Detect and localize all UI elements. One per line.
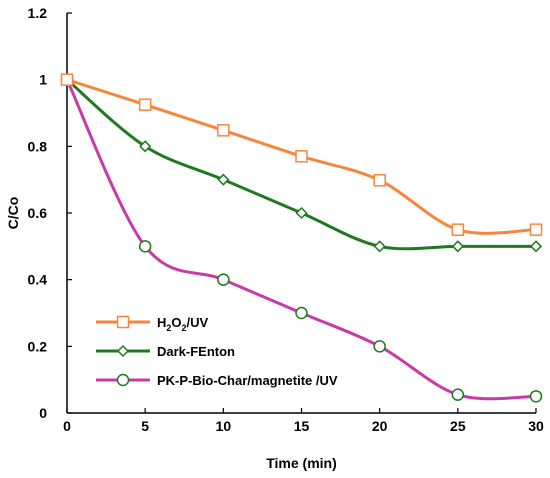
x-tick-label: 25 [450, 418, 466, 434]
data-point-circle [529, 390, 543, 403]
x-tick-label: 0 [63, 418, 71, 434]
data-point-square [138, 98, 152, 111]
data-point-square [373, 174, 386, 187]
legend-item-h2o2-uv: H2O2/UV [96, 315, 209, 333]
legend-marker-diamond [116, 344, 130, 358]
y-tick-label: 0.4 [28, 272, 48, 288]
y-tick-label: 0 [39, 405, 47, 421]
series-markers [60, 73, 543, 403]
data-point-circle [451, 388, 465, 401]
y-axis-ticks: 0 0.2 0.4 0.6 0.8 1 1.2 [28, 5, 72, 421]
x-axis-ticks: 0 5 10 15 20 25 30 [63, 408, 544, 434]
x-tick-label: 15 [294, 418, 310, 434]
y-tick-label: 0.2 [28, 338, 48, 354]
data-point-diamond [451, 240, 464, 253]
y-tick-label: 0.8 [28, 138, 48, 154]
x-tick-label: 5 [141, 418, 149, 434]
data-point-square [529, 223, 543, 236]
y-axis-title: C/Co [5, 197, 21, 230]
data-point-square [217, 124, 230, 137]
data-point-diamond [217, 173, 230, 186]
data-point-circle [138, 240, 152, 253]
data-point-square [295, 150, 308, 163]
y-tick-label: 1 [39, 72, 47, 88]
series-line [66, 78, 536, 251]
data-point-circle [295, 306, 308, 320]
data-point-square [60, 73, 74, 86]
legend-marker-square [116, 315, 130, 329]
legend-item-dark-fenton: Dark-FEnton [96, 344, 235, 359]
x-tick-label: 10 [216, 418, 232, 434]
legend-label-pk-biochar: PK-P-Bio-Char/magnetite /UV [157, 373, 338, 388]
legend: H2O2/UV Dark-FEnton PK-P-Bio-Char/magnet… [96, 315, 338, 388]
x-tick-label: 30 [528, 418, 544, 434]
data-point-square [451, 223, 465, 236]
data-point-circle [217, 273, 230, 286]
legend-item-pk-biochar: PK-P-Bio-Char/magnetite /UV [96, 373, 338, 388]
data-point-diamond [295, 206, 308, 220]
data-point-diamond [373, 240, 386, 253]
legend-label-dark-fenton: Dark-FEnton [157, 344, 235, 359]
data-point-diamond [529, 240, 543, 253]
data-point-circle [373, 340, 386, 353]
legend-marker-circle [116, 373, 130, 387]
y-tick-label: 1.2 [28, 5, 48, 21]
y-tick-label: 0.6 [28, 205, 48, 221]
x-tick-label: 20 [372, 418, 388, 434]
data-point-diamond [139, 140, 152, 153]
legend-label-h2o2-uv: H2O2/UV [157, 315, 209, 333]
x-axis-title: Time (min) [266, 455, 337, 471]
